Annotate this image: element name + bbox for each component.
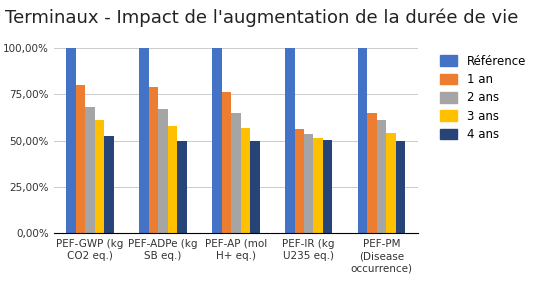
Bar xyxy=(139,48,148,233)
Bar xyxy=(377,120,386,233)
Legend: Référence, 1 an, 2 ans, 3 ans, 4 ans: Référence, 1 an, 2 ans, 3 ans, 4 ans xyxy=(435,50,531,146)
Bar xyxy=(168,126,177,233)
Bar xyxy=(304,134,314,233)
Bar xyxy=(314,138,323,233)
Bar xyxy=(66,48,76,233)
Bar xyxy=(241,128,250,233)
Bar xyxy=(76,85,85,233)
Bar xyxy=(386,133,396,233)
Bar xyxy=(250,141,259,233)
Bar xyxy=(285,48,294,233)
Bar xyxy=(396,141,405,233)
Bar xyxy=(177,141,187,233)
Bar xyxy=(95,120,105,233)
Bar xyxy=(323,140,332,233)
Bar xyxy=(367,113,377,233)
Bar xyxy=(148,87,158,233)
Bar xyxy=(85,107,95,233)
Bar xyxy=(294,129,304,233)
Bar xyxy=(158,109,168,233)
Bar xyxy=(231,113,241,233)
Bar xyxy=(221,92,231,233)
Bar xyxy=(212,48,221,233)
Bar xyxy=(358,48,367,233)
Bar xyxy=(105,136,114,233)
Text: Terminaux - Impact de l'augmentation de la durée de vie: Terminaux - Impact de l'augmentation de … xyxy=(5,9,519,28)
